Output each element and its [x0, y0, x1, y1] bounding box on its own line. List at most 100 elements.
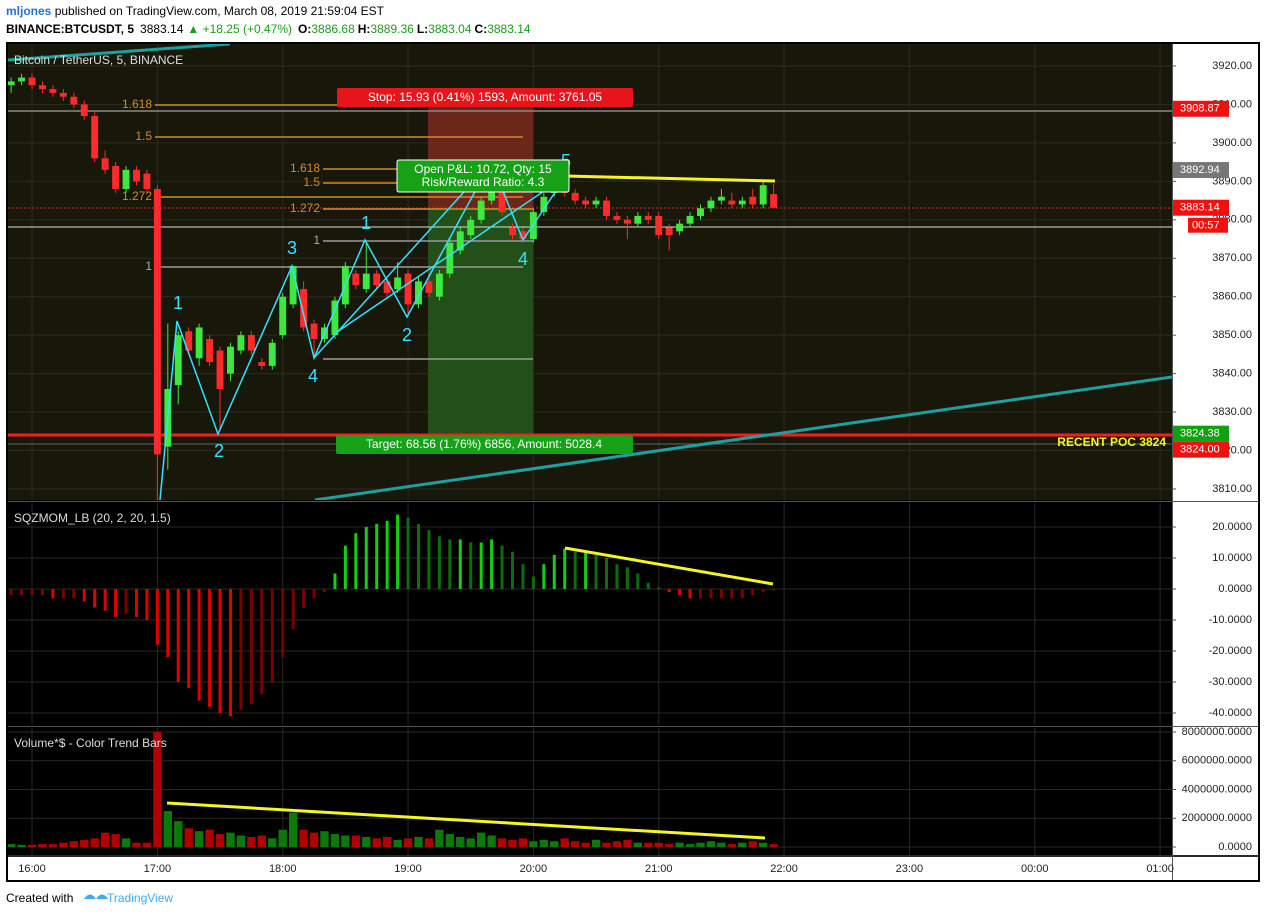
o-label: O:: [298, 22, 311, 36]
wave-label: 3: [287, 238, 297, 258]
volume-bar: [226, 832, 235, 847]
volume-bar: [602, 842, 611, 847]
momentum-bar: [228, 588, 232, 717]
volume-bar: [769, 844, 778, 847]
momentum-bar: [218, 588, 222, 714]
volume-bar: [717, 842, 726, 847]
candle-body: [425, 281, 433, 293]
volume-bar: [100, 832, 110, 847]
momentum-bar: [385, 520, 389, 589]
candle-body: [383, 281, 391, 293]
volume-bar: [17, 844, 26, 847]
l-label: L:: [417, 22, 428, 36]
price-marker: [1173, 441, 1229, 458]
momentum-bar: [542, 564, 546, 589]
footer-brand[interactable]: TradingView: [107, 891, 173, 905]
candle-body: [331, 300, 339, 336]
momentum-bar: [176, 588, 180, 683]
momentum-bar: [187, 588, 191, 689]
candle-body: [456, 231, 464, 251]
momentum-bar: [40, 588, 44, 596]
x-tick-label: 22:00: [770, 863, 798, 875]
candle-body: [80, 104, 88, 116]
rr-text: Risk/Reward Ratio: 4.3: [422, 175, 545, 189]
trend-line: [8, 44, 231, 62]
momentum-bar: [82, 588, 86, 602]
momentum-bar: [500, 545, 504, 589]
volume-bar: [257, 835, 266, 847]
candle-body: [582, 200, 590, 205]
momentum-bar: [594, 554, 598, 589]
axis-labels: 16:00 17:00 18:00 19:00 20:00 21:00 22:00 23:00…: [18, 60, 1252, 875]
volume-bar: [727, 844, 737, 847]
momentum-bar: [448, 539, 452, 589]
momentum-bar: [719, 588, 723, 599]
candle-body: [655, 215, 663, 236]
momentum-bar: [437, 536, 441, 589]
open: 3886.68: [311, 22, 355, 36]
last-price: 3883.14: [140, 22, 184, 36]
momentum-panel: [8, 503, 1172, 725]
momentum-bar: [646, 582, 650, 589]
momentum-bar: [291, 588, 295, 630]
y-tick-label: 3830.00: [1212, 406, 1252, 418]
countdown: 00:57: [1192, 220, 1220, 232]
momentum-bar: [333, 573, 337, 589]
target-zone: [428, 208, 533, 442]
volume-bar: [288, 812, 298, 847]
momentum-bar: [521, 564, 525, 589]
candle-body: [676, 223, 684, 232]
price-marker: [1173, 100, 1229, 117]
candle-body: [39, 85, 46, 90]
volume-bar: [529, 841, 538, 847]
momentum-bar: [270, 588, 274, 683]
candle-body: [717, 196, 725, 201]
momentum-bar: [249, 588, 253, 704]
candle-body: [749, 196, 757, 205]
candle-body: [185, 331, 193, 351]
fib-label: 1.5: [303, 175, 320, 189]
candle-body: [195, 327, 203, 359]
poc-label: RECENT POC 3824: [1057, 435, 1166, 449]
grid: [8, 44, 1172, 855]
volume-bar: [476, 832, 486, 847]
candle-body: [206, 339, 214, 363]
countdown-box: [1188, 217, 1228, 233]
y-tick-label: 3860.00: [1212, 291, 1252, 303]
candle-body: [216, 350, 224, 389]
momentum-bar: [124, 588, 128, 614]
candle-body: [394, 277, 402, 290]
candle-body: [759, 185, 767, 205]
momentum-bar: [312, 588, 316, 599]
fib-label: 1.272: [290, 201, 320, 215]
momentum-bar: [61, 588, 65, 599]
y-tick-label: 3810.00: [1212, 483, 1252, 495]
stop-box: [337, 88, 633, 107]
logo: [84, 894, 108, 899]
candle-body: [91, 115, 99, 159]
wave-label: 4: [518, 249, 528, 269]
published: published on TradingView.com, March 08, …: [51, 4, 384, 18]
candle-body: [70, 96, 78, 105]
candle-body: [300, 289, 308, 328]
momentum-bar: [510, 551, 514, 589]
candle-body: [571, 192, 579, 201]
volume-bar: [27, 844, 37, 847]
volume-bar: [685, 844, 695, 847]
fib-label: 1.272: [122, 189, 152, 203]
volume-bar: [445, 834, 455, 847]
wave-path: [159, 160, 567, 500]
author[interactable]: mljones: [6, 4, 52, 18]
volume-bar: [382, 836, 392, 847]
volume-bar: [550, 841, 559, 847]
momentum-bar: [103, 588, 107, 611]
candle-body: [623, 219, 631, 224]
y-tick-label: 6000000.0000: [1182, 755, 1252, 767]
volume-bar: [320, 831, 329, 847]
volume-bar: [268, 838, 277, 847]
price-marker: [1173, 425, 1229, 442]
momentum-bar: [396, 514, 400, 589]
candle-body: [8, 81, 15, 86]
candle-body: [488, 185, 496, 201]
